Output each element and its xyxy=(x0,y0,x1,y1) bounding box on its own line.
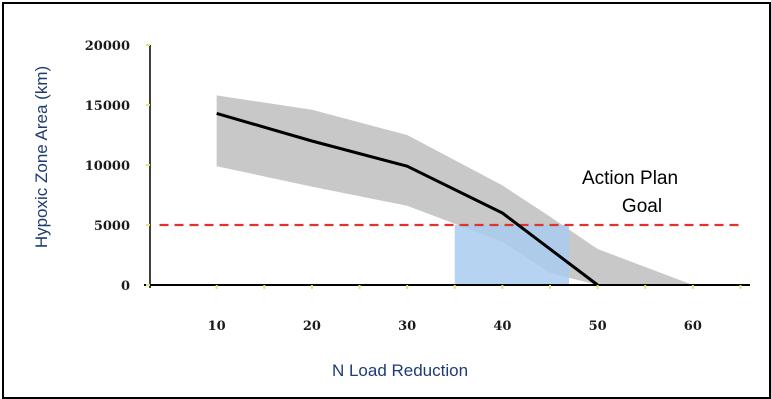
x-axis-title: N Load Reduction xyxy=(332,361,468,380)
y-axis-title: Hypoxic Zone Area (km) xyxy=(32,66,51,248)
highlight-region xyxy=(454,225,570,285)
x-tick-label: 20 xyxy=(303,319,321,334)
x-tick-label: 30 xyxy=(398,319,416,334)
y-tick-label: 5000 xyxy=(94,219,130,234)
x-tick-label: 40 xyxy=(493,319,511,334)
x-tick-label: 10 xyxy=(208,319,226,334)
y-tick-label: 20000 xyxy=(85,39,130,54)
y-tick-label: 10000 xyxy=(85,159,130,174)
y-tick-label: 0 xyxy=(121,279,130,294)
goal-label-line-2: Goal xyxy=(622,196,662,217)
x-tick-label: 50 xyxy=(589,319,607,334)
goal-label-line-1: Action Plan xyxy=(582,168,678,189)
x-tick-label: 60 xyxy=(684,319,702,334)
central-estimate-line xyxy=(216,111,599,287)
y-tick-label: 15000 xyxy=(85,99,130,114)
